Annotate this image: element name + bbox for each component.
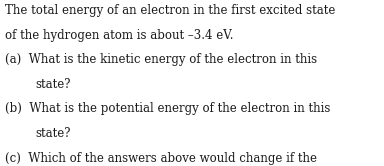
Text: (a)  What is the kinetic energy of the electron in this: (a) What is the kinetic energy of the el… (5, 53, 317, 66)
Text: state?: state? (35, 78, 71, 91)
Text: (c)  Which of the answers above would change if the: (c) Which of the answers above would cha… (5, 152, 316, 165)
Text: The total energy of an electron in the first excited state: The total energy of an electron in the f… (5, 4, 335, 17)
Text: of the hydrogen atom is about –3.4 eV.: of the hydrogen atom is about –3.4 eV. (5, 29, 233, 42)
Text: state?: state? (35, 127, 71, 140)
Text: (b)  What is the potential energy of the electron in this: (b) What is the potential energy of the … (5, 102, 330, 115)
